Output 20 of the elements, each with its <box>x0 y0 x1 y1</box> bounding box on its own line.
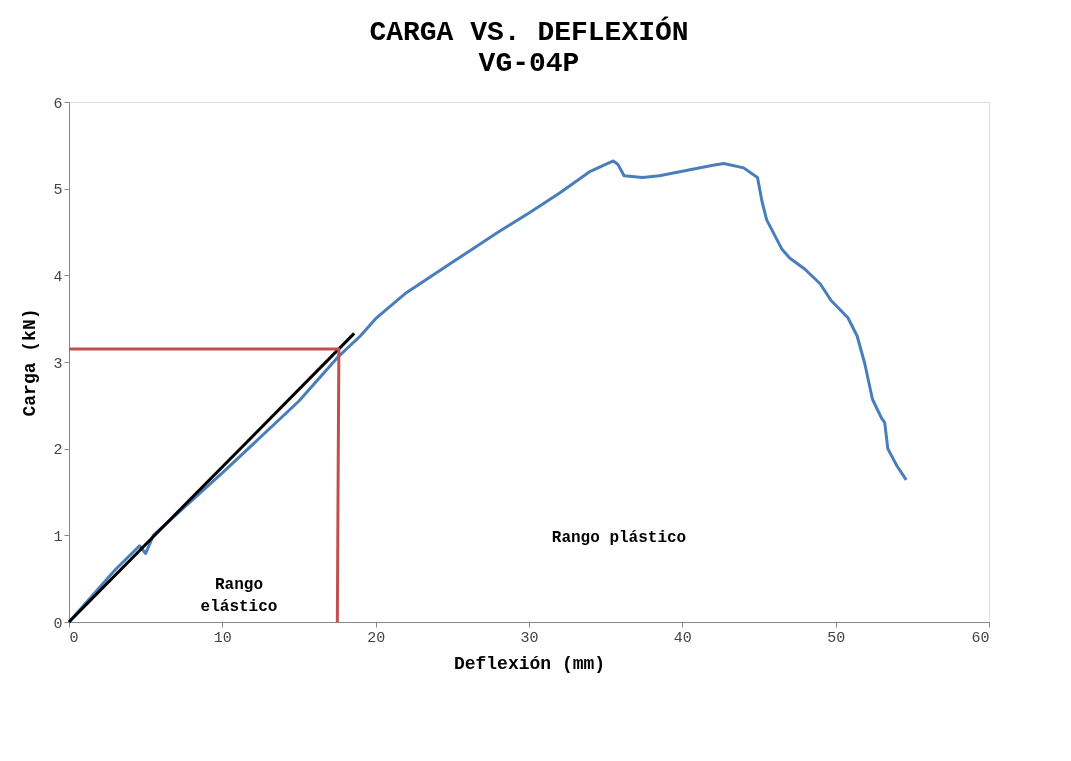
x-tick-label: 30 <box>520 629 539 647</box>
y-tick-label: 6 <box>53 95 63 113</box>
chart-title: CARGA VS. DEFLEXIÓN <box>369 16 689 48</box>
y-tick-label: 3 <box>53 355 63 373</box>
x-tick-label: 50 <box>827 629 846 647</box>
y-axis-title: Carga (kN) <box>20 308 41 417</box>
x-tick-label: 60 <box>971 629 990 647</box>
y-tick-label: 2 <box>53 442 63 460</box>
x-tick-label: 0 <box>69 629 79 647</box>
y-tick-label: 5 <box>53 182 63 200</box>
y-tick-label: 1 <box>53 528 63 546</box>
x-tick-label: 10 <box>213 629 232 647</box>
annotation: Rango plástico <box>551 529 687 547</box>
x-tick-label: 20 <box>367 629 386 647</box>
chart-subtitle: VG-04P <box>478 48 580 79</box>
y-tick-label: 4 <box>53 268 63 286</box>
x-tick-label: 40 <box>673 629 692 647</box>
x-axis-title: Deflexión (mm) <box>453 653 606 674</box>
annotation: Rango elástico <box>200 576 278 616</box>
y-tick-label: 0 <box>53 615 63 633</box>
